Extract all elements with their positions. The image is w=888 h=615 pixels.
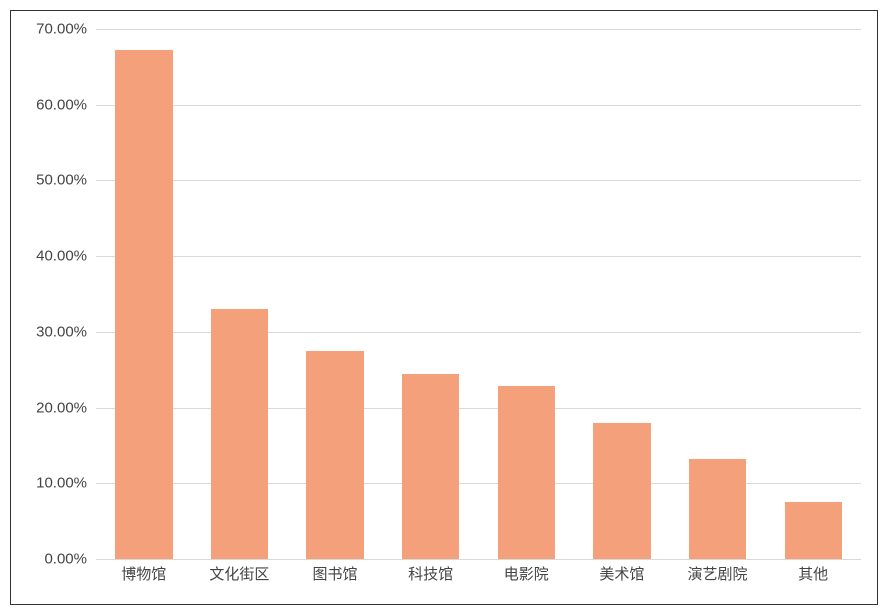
bar [306,351,363,559]
bar-slot [670,29,766,559]
y-tick-label: 20.00% [17,399,87,416]
bar-slot [287,29,383,559]
x-tick-label: 博物馆 [96,563,192,584]
bar-slot [96,29,192,559]
plot-area [96,29,861,559]
x-tick-label: 科技馆 [383,563,479,584]
chart-container: 0.00% 10.00% 20.00% 30.00% 40.00% 50.00% 60.00… [10,10,878,605]
x-tick-label: 文化街区 [192,563,288,584]
bar [785,502,842,559]
gridline [96,559,861,560]
bar [211,309,268,559]
y-tick-label: 10.00% [17,475,87,492]
y-tick-label: 70.00% [17,21,87,38]
bar [689,459,746,559]
y-tick-label: 40.00% [17,248,87,265]
bar-slot [765,29,861,559]
bar [115,50,172,559]
bar-slot [479,29,575,559]
x-tick-label: 电影院 [479,563,575,584]
bar [402,374,459,560]
y-tick-label: 0.00% [17,551,87,568]
x-tick-label: 图书馆 [287,563,383,584]
bar-slot [574,29,670,559]
y-tick-label: 60.00% [17,96,87,113]
x-tick-label: 演艺剧院 [670,563,766,584]
y-tick-label: 50.00% [17,172,87,189]
x-axis-labels: 博物馆文化街区图书馆科技馆电影院美术馆演艺剧院其他 [96,563,861,584]
bar-slot [383,29,479,559]
bar [498,386,555,559]
x-tick-label: 美术馆 [574,563,670,584]
bar-slot [192,29,288,559]
bars-group [96,29,861,559]
x-tick-label: 其他 [765,563,861,584]
y-tick-label: 30.00% [17,323,87,340]
bar [593,423,650,559]
